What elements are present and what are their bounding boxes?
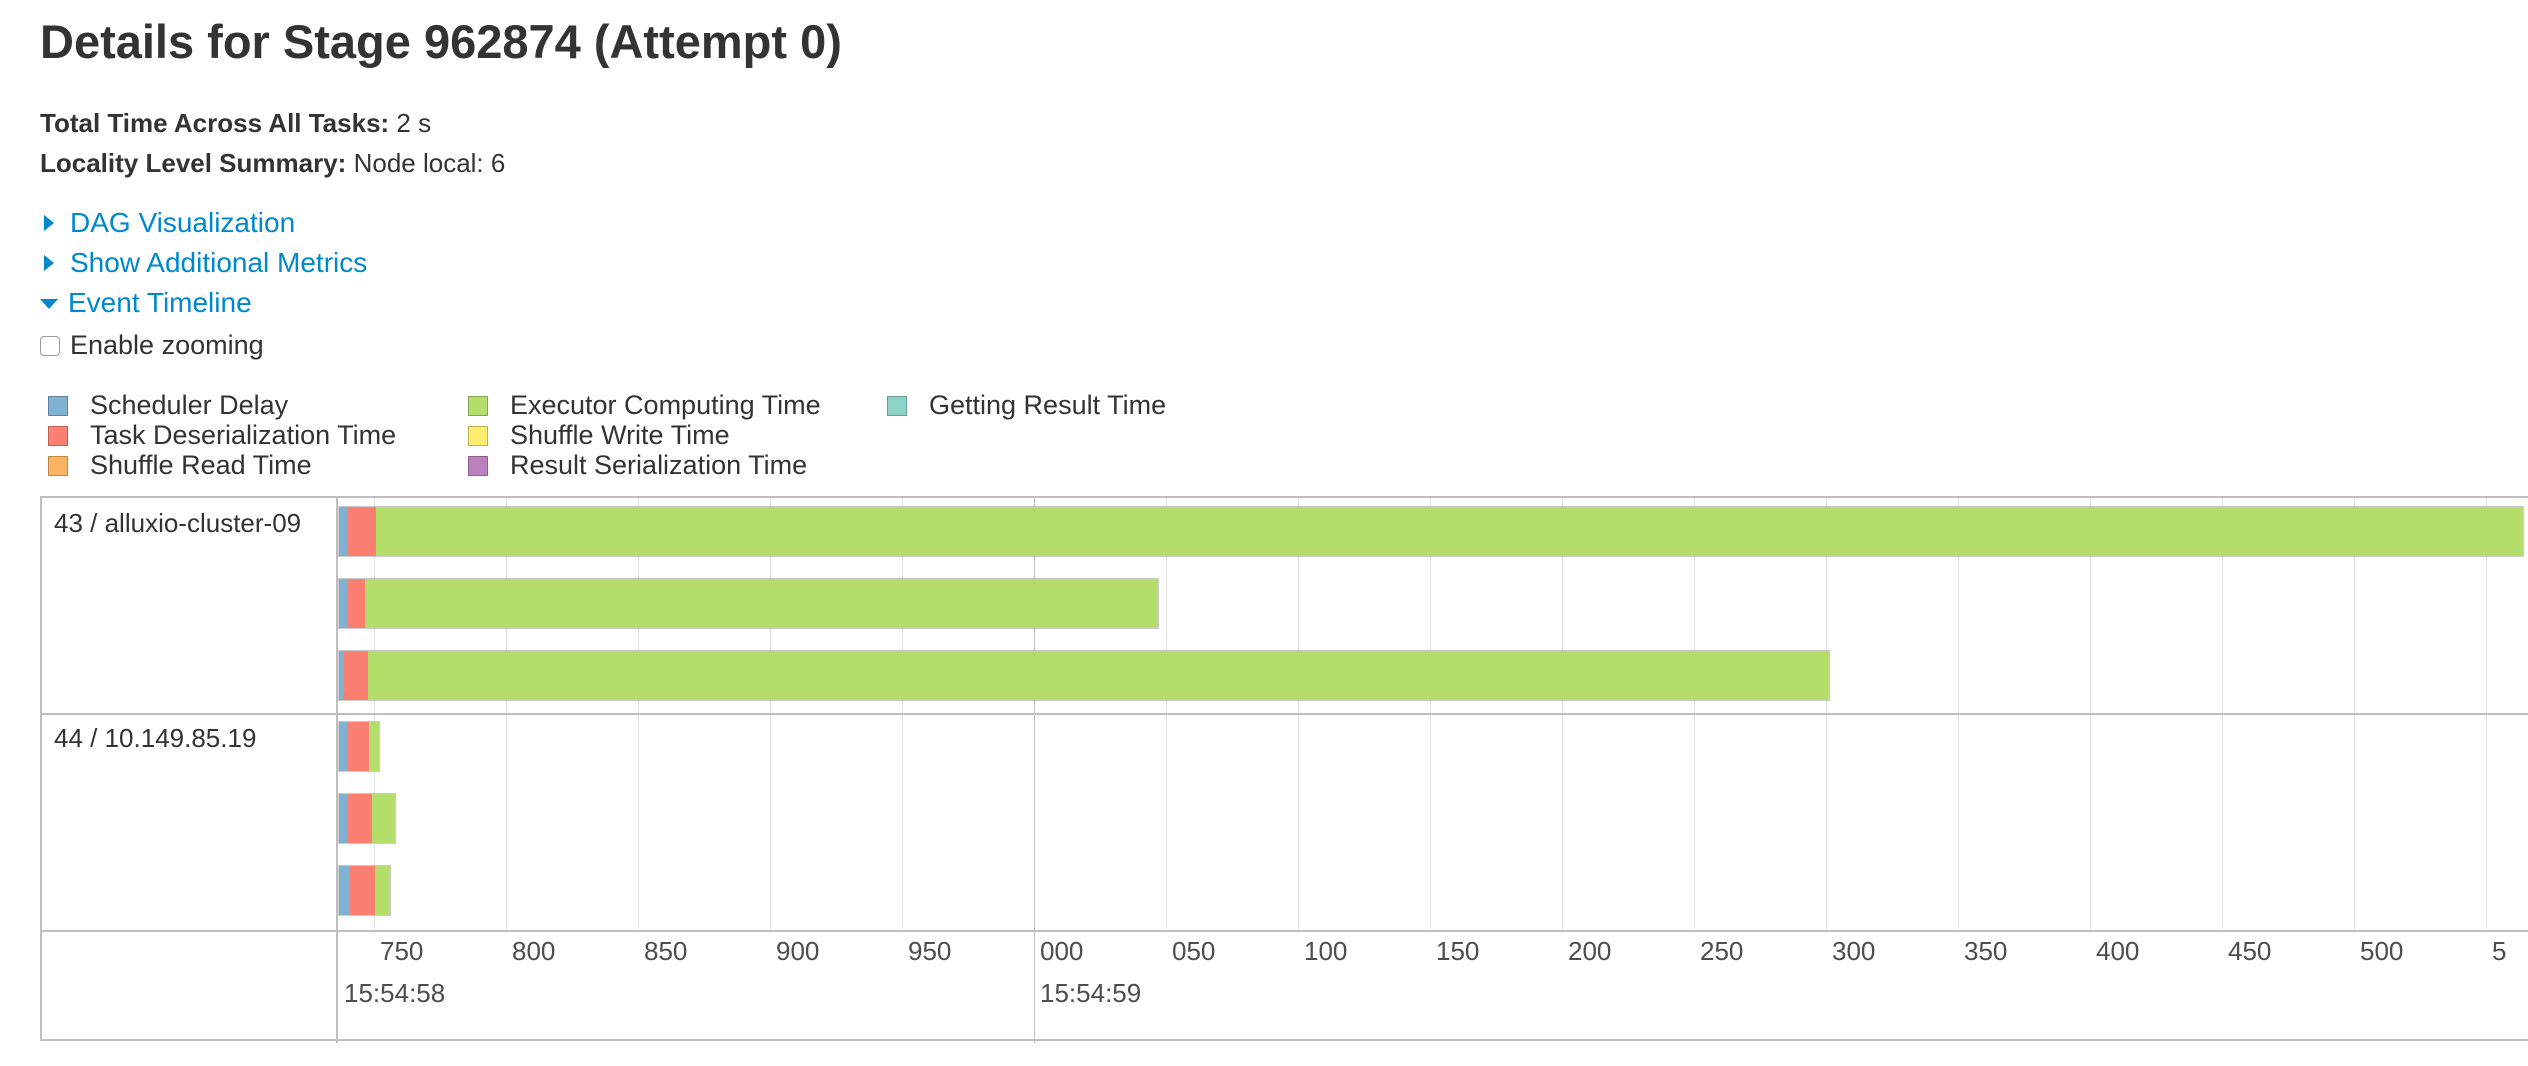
task-bar[interactable] (338, 650, 1830, 701)
legend-label: Shuffle Read Time (90, 450, 312, 480)
legend-swatch (468, 395, 488, 416)
caret-right-icon (44, 255, 54, 271)
summary-locality: Locality Level Summary: Node local: 6 (40, 148, 505, 179)
legend-label: Result Serialization Time (510, 450, 808, 480)
event-timeline-toggle[interactable]: Event Timeline (40, 287, 252, 319)
task-segment (339, 722, 347, 771)
task-segment (339, 507, 347, 556)
axis-tick-label: 300 (1832, 936, 1876, 966)
legend-item: Executor Computing Time (468, 390, 821, 421)
toggle-label: Event Timeline (68, 287, 252, 318)
legend-swatch (48, 395, 68, 416)
executor-label: 43 / alluxio-cluster-09 (54, 508, 302, 538)
legend-item: Shuffle Write Time (468, 420, 730, 451)
executor-label: 44 / 10.149.85.19 (54, 723, 257, 753)
task-segment (346, 794, 373, 843)
axis-tick-label: 500 (2360, 936, 2404, 966)
task-segment (369, 722, 380, 771)
timeline-gridline (1034, 498, 1035, 1043)
axis-tick-label: 400 (2096, 936, 2140, 966)
axis-tick-label: 950 (908, 936, 952, 966)
toggle-label: DAG Visualization (70, 207, 296, 238)
additional-metrics-toggle[interactable]: Show Additional Metrics (40, 247, 367, 279)
enable-zooming-row: Enable zooming (40, 330, 264, 361)
task-bar[interactable] (338, 506, 2524, 557)
task-segment (374, 866, 390, 915)
task-segment (375, 507, 2523, 556)
legend-item: Task Deserialization Time (48, 420, 396, 451)
axis-tick-label: 100 (1304, 936, 1348, 966)
axis-major-label: 15:54:58 (344, 978, 446, 1008)
task-segment (339, 866, 350, 915)
dag-visualization-toggle[interactable]: DAG Visualization (40, 207, 295, 239)
legend-item: Shuffle Read Time (48, 450, 312, 481)
task-segment (339, 579, 347, 628)
enable-zooming-label: Enable zooming (70, 330, 264, 360)
axis-tick-label: 800 (512, 936, 556, 966)
legend-swatch (468, 455, 488, 476)
task-bar[interactable] (338, 578, 1160, 629)
task-segment (346, 507, 376, 556)
axis-tick-label: 050 (1172, 936, 1216, 966)
label-column-divider (336, 498, 338, 1043)
task-segment (339, 794, 347, 843)
summary-total-time: Total Time Across All Tasks: 2 s (40, 108, 431, 139)
axis-tick-label: 250 (1700, 936, 1744, 966)
legend-swatch (468, 425, 488, 446)
task-segment (372, 794, 396, 843)
axis-tick-label: 150 (1436, 936, 1480, 966)
summary-value: 2 s (396, 108, 432, 138)
legend-swatch (48, 425, 68, 446)
toggle-label: Show Additional Metrics (70, 247, 368, 278)
task-bar[interactable] (338, 721, 381, 772)
legend-item: Result Serialization Time (468, 450, 807, 481)
legend-label: Task Deserialization Time (90, 420, 397, 450)
legend-label: Scheduler Delay (90, 390, 289, 420)
legend-swatch (48, 455, 68, 476)
legend-label: Shuffle Write Time (510, 420, 730, 450)
legend-item: Scheduler Delay (48, 390, 288, 421)
axis-tick-label: 350 (1964, 936, 2008, 966)
task-bar[interactable] (338, 793, 397, 844)
legend-label: Getting Result Time (929, 390, 1167, 420)
task-segment (346, 579, 366, 628)
legend-swatch (887, 395, 907, 416)
enable-zooming-checkbox[interactable] (40, 335, 60, 356)
event-timeline[interactable]: 43 / alluxio-cluster-09 44 / 10.149.85.19… (40, 496, 2528, 1043)
page-title: Details for Stage 962874 (Attempt 0) (40, 15, 842, 68)
task-segment (365, 579, 1159, 628)
axis-tick-label: 750 (380, 936, 424, 966)
axis-major-label: 15:54:59 (1040, 978, 1142, 1008)
axis-tick-label: 200 (1568, 936, 1612, 966)
task-segment (346, 722, 370, 771)
axis-tick-label: 900 (776, 936, 820, 966)
summary-label: Locality Level Summary: (40, 148, 347, 178)
axis-tick-label: 000 (1040, 936, 1084, 966)
task-segment (339, 651, 345, 700)
summary-value: Node local: 6 (353, 148, 506, 178)
legend-label: Executor Computing Time (510, 390, 821, 420)
group-divider (42, 713, 2528, 715)
caret-down-icon (40, 299, 58, 309)
axis-tick-label: 5 (2492, 936, 2507, 966)
task-segment (344, 651, 368, 700)
summary-label: Total Time Across All Tasks: (40, 108, 390, 138)
legend-item: Getting Result Time (887, 390, 1166, 421)
task-bar[interactable] (338, 865, 391, 916)
group-divider (42, 930, 2528, 932)
caret-right-icon (44, 215, 54, 231)
axis-tick-label: 850 (644, 936, 688, 966)
task-segment (368, 651, 1829, 700)
axis-tick-label: 450 (2228, 936, 2272, 966)
task-segment (349, 866, 375, 915)
